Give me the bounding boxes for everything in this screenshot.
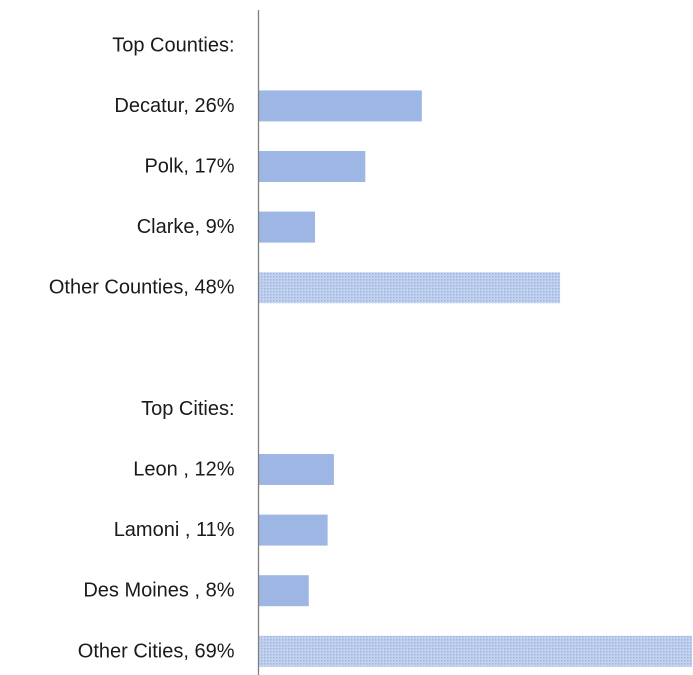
bar (258, 151, 366, 182)
category-label: Top Counties: (112, 34, 234, 56)
category-label: Top Cities: (141, 398, 234, 420)
category-label: Lamoni , 11% (114, 519, 235, 541)
category-label: Des Moines , 8% (83, 580, 234, 602)
category-label: Polk, 17% (144, 156, 234, 178)
category-label: Clarke, 9% (137, 216, 235, 238)
category-label: Leon , 12% (133, 459, 234, 481)
category-label: Other Cities, 69% (78, 640, 235, 662)
category-label: Other Counties, 48% (49, 277, 235, 299)
bar-other (258, 272, 561, 304)
bar (258, 575, 309, 607)
category-labels-group: Top Counties: Decatur, 26% Polk, 17% Clarke… (49, 34, 235, 662)
bars-group (258, 90, 692, 667)
bar (258, 514, 328, 546)
bar (258, 211, 316, 243)
bar (258, 454, 334, 485)
bar-other (258, 635, 692, 667)
bar (258, 90, 422, 122)
category-label: Decatur, 26% (114, 95, 234, 117)
